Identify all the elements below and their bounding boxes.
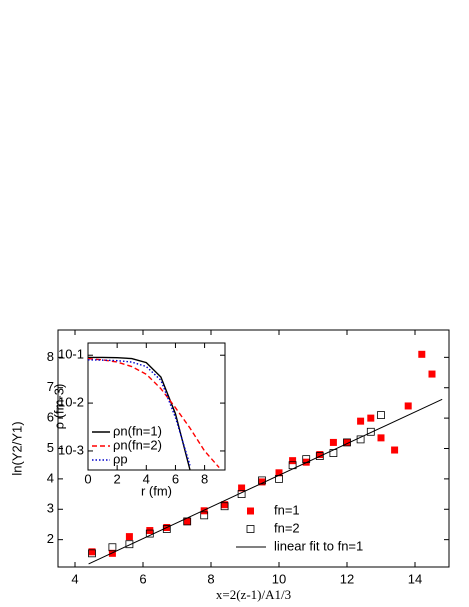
plot-frame	[87, 342, 226, 471]
y-tick-label: 5	[47, 440, 54, 455]
point	[428, 370, 436, 378]
y-tick-label: 10-1	[58, 347, 84, 362]
legend-label: ρn(fn=1)	[113, 423, 162, 438]
density-curve	[87, 359, 191, 466]
y-tick-label: 4	[47, 470, 54, 485]
point	[404, 402, 412, 410]
y-tick-label: 6	[47, 410, 54, 425]
x-tick-label: 6	[172, 471, 179, 486]
y-tick-label: 8	[47, 349, 54, 364]
point	[146, 527, 154, 535]
density-curve	[87, 357, 220, 469]
point	[88, 548, 96, 556]
y-tick-label: 10-2	[58, 395, 84, 410]
point	[418, 350, 426, 358]
point	[366, 427, 375, 436]
density-curve	[88, 356, 191, 471]
y-tick-label: 10-3	[58, 442, 84, 457]
point	[200, 511, 209, 520]
point	[258, 476, 266, 485]
point	[367, 414, 375, 422]
point	[377, 411, 385, 419]
x-tick-label: 2	[114, 471, 121, 486]
legend-label: ρn(fn=2)	[113, 437, 162, 452]
x-tick-label: 10	[272, 571, 286, 586]
x-tick-label: 8	[207, 571, 214, 586]
fit-line	[88, 398, 443, 565]
x-tick-label: 4	[71, 571, 78, 586]
legend-label: ρp	[113, 451, 128, 466]
point	[88, 549, 96, 558]
point	[377, 434, 385, 442]
legend-swatch	[247, 507, 254, 515]
point	[125, 533, 133, 541]
point	[329, 438, 337, 446]
point	[343, 438, 351, 446]
legend-label: fn=2	[274, 520, 300, 535]
point	[275, 469, 283, 477]
point	[315, 452, 324, 460]
x-tick-label: 14	[408, 571, 422, 586]
x-axis-label: x=2(z-1)/A1/3	[216, 587, 291, 602]
point	[289, 457, 297, 465]
legend-label: linear fit to fn=1	[274, 538, 363, 553]
x-tick-label: 0	[84, 471, 91, 486]
point	[108, 543, 117, 552]
point	[258, 478, 266, 486]
x-tick-label: 4	[143, 471, 150, 486]
point	[238, 484, 246, 492]
point	[357, 417, 365, 425]
point	[221, 501, 229, 509]
point	[125, 540, 134, 549]
y-tick-label: 2	[47, 531, 54, 546]
point	[316, 451, 324, 459]
y-tick-label: 3	[47, 501, 54, 516]
point	[183, 517, 191, 525]
point	[391, 446, 399, 454]
point	[220, 502, 229, 511]
y-axis-label: ln(Y2/Y1)	[9, 421, 24, 475]
x-axis-label: r (fm)	[141, 483, 172, 498]
y-axis-label: ρ (fm-3)	[51, 384, 66, 430]
legend-swatch	[246, 525, 255, 533]
y-tick-label: 7	[47, 379, 54, 394]
legend-label: fn=1	[274, 502, 300, 517]
x-tick-label: 12	[340, 571, 354, 586]
x-tick-label: 8	[201, 471, 208, 486]
point	[200, 507, 208, 515]
x-tick-label: 6	[139, 571, 146, 586]
